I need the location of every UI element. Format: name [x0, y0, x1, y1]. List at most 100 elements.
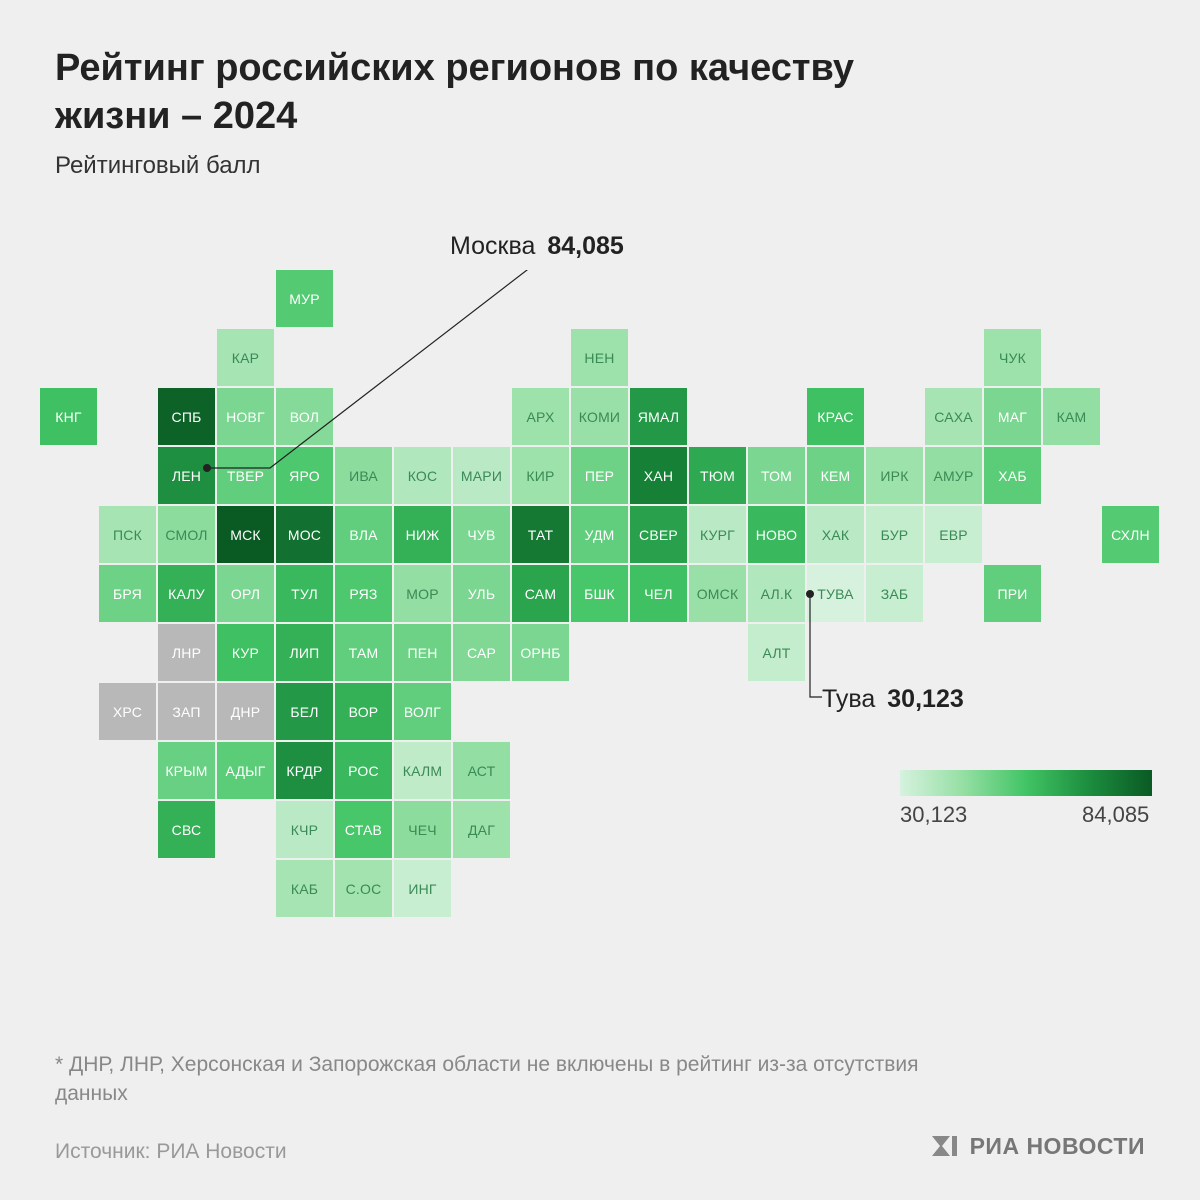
- region-cell: САМ: [512, 565, 569, 622]
- region-cell: КУРГ: [689, 506, 746, 563]
- region-cell: НОВО: [748, 506, 805, 563]
- region-cell: АСТ: [453, 742, 510, 799]
- region-cell: ЛНР: [158, 624, 215, 681]
- region-cell: ХРС: [99, 683, 156, 740]
- region-cell: ВОЛ: [276, 388, 333, 445]
- region-cell: СТАВ: [335, 801, 392, 858]
- region-cell: ХАК: [807, 506, 864, 563]
- region-cell: УДМ: [571, 506, 628, 563]
- region-cell: ЯРО: [276, 447, 333, 504]
- region-cell: ДАГ: [453, 801, 510, 858]
- region-cell: ТОМ: [748, 447, 805, 504]
- region-cell: СМОЛ: [158, 506, 215, 563]
- region-cell: ЧЕЛ: [630, 565, 687, 622]
- region-cell: КЧР: [276, 801, 333, 858]
- region-cell: ТАМ: [335, 624, 392, 681]
- region-cell: ОРЛ: [217, 565, 274, 622]
- region-cell: КИР: [512, 447, 569, 504]
- region-cell: КРЫМ: [158, 742, 215, 799]
- region-cell: ВОЛГ: [394, 683, 451, 740]
- region-cell: РОС: [335, 742, 392, 799]
- region-cell: ИНГ: [394, 860, 451, 917]
- region-cell: ОМСК: [689, 565, 746, 622]
- region-cell: СХЛН: [1102, 506, 1159, 563]
- region-cell: СВЕР: [630, 506, 687, 563]
- region-cell: КАР: [217, 329, 274, 386]
- logo-text: РИА НОВОСТИ: [970, 1133, 1145, 1160]
- region-cell: АЛТ: [748, 624, 805, 681]
- footnote: * ДНР, ЛНР, Херсонская и Запорожская обл…: [55, 1050, 995, 1109]
- region-cell: КАЛУ: [158, 565, 215, 622]
- region-cell: САР: [453, 624, 510, 681]
- region-cell: КОМИ: [571, 388, 628, 445]
- region-cell: ИРК: [866, 447, 923, 504]
- region-cell: МОР: [394, 565, 451, 622]
- region-cell: МАГ: [984, 388, 1041, 445]
- region-cell: НЕН: [571, 329, 628, 386]
- region-cell: ЗАП: [158, 683, 215, 740]
- legend-max: 84,085: [1082, 802, 1149, 828]
- region-cell: АДЫГ: [217, 742, 274, 799]
- region-cell: НИЖ: [394, 506, 451, 563]
- region-cell: ТАТ: [512, 506, 569, 563]
- region-cell: ЛИП: [276, 624, 333, 681]
- region-cell: КУР: [217, 624, 274, 681]
- chart-title: Рейтинг российских регионов по качеству …: [55, 45, 955, 140]
- region-cell: МСК: [217, 506, 274, 563]
- region-cell: КРДР: [276, 742, 333, 799]
- region-cell: С.ОС: [335, 860, 392, 917]
- callout-label: Москва84,085: [450, 232, 624, 261]
- region-cell: ТУВА: [807, 565, 864, 622]
- region-cell: ТУЛ: [276, 565, 333, 622]
- region-cell: ВОР: [335, 683, 392, 740]
- region-cell: БРЯ: [99, 565, 156, 622]
- region-cell: ХАБ: [984, 447, 1041, 504]
- tile-map: МУРКАР НЕН ЧУК КНГ СПБНОВГВОЛ АРХКОМИЯМАЛ КРАС…: [40, 270, 1160, 990]
- region-cell: КРАС: [807, 388, 864, 445]
- region-cell: ЛЕН: [158, 447, 215, 504]
- region-cell: ТВЕР: [217, 447, 274, 504]
- region-cell: КАМ: [1043, 388, 1100, 445]
- region-cell: ПСК: [99, 506, 156, 563]
- region-cell: ВЛА: [335, 506, 392, 563]
- region-cell: КЕМ: [807, 447, 864, 504]
- region-cell: МОС: [276, 506, 333, 563]
- region-cell: ПЕН: [394, 624, 451, 681]
- legend-min: 30,123: [900, 802, 967, 828]
- region-cell: ЧУК: [984, 329, 1041, 386]
- region-cell: САХА: [925, 388, 982, 445]
- region-cell: ПЕР: [571, 447, 628, 504]
- region-cell: ХАН: [630, 447, 687, 504]
- region-cell: КАБ: [276, 860, 333, 917]
- region-cell: КАЛМ: [394, 742, 451, 799]
- region-cell: ЯМАЛ: [630, 388, 687, 445]
- region-cell: МУР: [276, 270, 333, 327]
- region-cell: УЛЬ: [453, 565, 510, 622]
- chart-subtitle: Рейтинговый балл: [55, 152, 261, 180]
- region-cell: МАРИ: [453, 447, 510, 504]
- legend-gradient: [900, 770, 1152, 796]
- region-cell: БШК: [571, 565, 628, 622]
- region-cell: АРХ: [512, 388, 569, 445]
- region-cell: ИВА: [335, 447, 392, 504]
- region-cell: БУР: [866, 506, 923, 563]
- region-cell: ЧУВ: [453, 506, 510, 563]
- region-cell: ТЮМ: [689, 447, 746, 504]
- callout-label: Тува30,123: [822, 685, 964, 714]
- logo: РИА НОВОСТИ: [928, 1130, 1145, 1162]
- logo-icon: [928, 1130, 960, 1162]
- source-label: Источник: РИА Новости: [55, 1140, 287, 1164]
- region-cell: ЧЕЧ: [394, 801, 451, 858]
- region-cell: ОРНБ: [512, 624, 569, 681]
- region-cell: КНГ: [40, 388, 97, 445]
- region-cell: СВС: [158, 801, 215, 858]
- region-cell: ПРИ: [984, 565, 1041, 622]
- region-cell: ЕВР: [925, 506, 982, 563]
- region-cell: ЗАБ: [866, 565, 923, 622]
- region-cell: КОС: [394, 447, 451, 504]
- region-cell: БЕЛ: [276, 683, 333, 740]
- region-cell: АМУР: [925, 447, 982, 504]
- region-cell: СПБ: [158, 388, 215, 445]
- region-cell: НОВГ: [217, 388, 274, 445]
- region-cell: РЯЗ: [335, 565, 392, 622]
